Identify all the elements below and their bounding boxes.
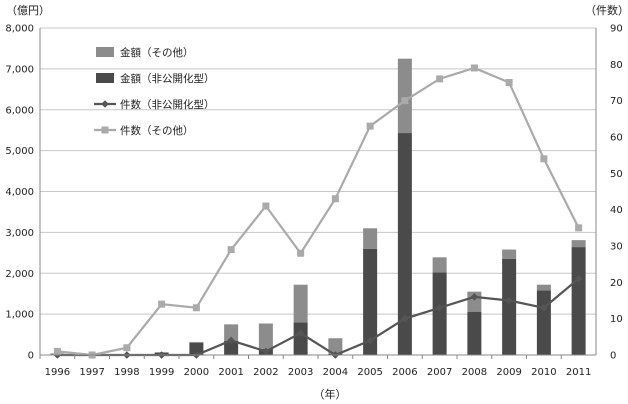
point xyxy=(123,344,131,352)
point xyxy=(574,274,583,283)
legend: 金額（その他） 金額（非公開化型） 件数（非公開化型） 件数（その他） xyxy=(94,46,215,137)
point xyxy=(401,314,409,323)
bar xyxy=(189,341,204,343)
x-tick-label: 2007 xyxy=(427,367,452,378)
left-tick-label: 5,000 xyxy=(5,146,34,157)
legend-swatch xyxy=(96,73,114,83)
right-tick-label: 10 xyxy=(610,314,623,325)
bar xyxy=(397,58,412,134)
x-tick-label: 2004 xyxy=(323,367,348,378)
x-tick-label: 2009 xyxy=(496,367,521,378)
bar xyxy=(224,324,239,341)
legend-label: 件数（その他） xyxy=(120,124,194,137)
legend-marker xyxy=(101,100,109,108)
x-tick-label: 1997 xyxy=(79,367,104,378)
x-tick-label: 2002 xyxy=(253,367,278,378)
bar xyxy=(189,342,204,355)
right-tick-label: 60 xyxy=(610,133,623,144)
axes: 0 1,000 2,000 3,000 4,000 5,000 6,000 7,000 8,00… xyxy=(5,24,622,379)
right-tick-label: 30 xyxy=(610,242,623,253)
right-tick-label: 90 xyxy=(610,24,623,35)
right-tick-label: 70 xyxy=(610,96,623,107)
point xyxy=(470,293,479,301)
series-line xyxy=(57,277,580,357)
series-line xyxy=(57,66,580,357)
right-tick-label: 80 xyxy=(610,60,623,71)
x-tick-label: 2006 xyxy=(392,367,417,378)
bar xyxy=(224,340,239,355)
point xyxy=(227,336,235,345)
x-tick-label: 2005 xyxy=(357,367,382,378)
point xyxy=(505,79,513,86)
bar xyxy=(432,272,447,355)
bar xyxy=(363,228,378,249)
point xyxy=(540,303,548,312)
x-tick-label: 2000 xyxy=(184,367,209,378)
point xyxy=(401,97,409,105)
bar xyxy=(258,323,273,349)
x-tick-label: 2008 xyxy=(462,367,487,378)
legend-label: 金額（非公開化型） xyxy=(120,72,215,85)
bar xyxy=(397,133,412,355)
left-axis-unit: （億円） xyxy=(6,4,50,17)
point xyxy=(158,300,166,308)
point xyxy=(505,296,513,305)
legend-marker xyxy=(101,126,109,134)
left-tick-label: 6,000 xyxy=(5,105,34,116)
point xyxy=(575,224,583,232)
x-axis-label: （年） xyxy=(314,387,347,401)
right-axis-unit: （件数） xyxy=(585,4,628,17)
x-tick-label: 2001 xyxy=(218,367,243,378)
point xyxy=(470,64,478,72)
left-tick-label: 1,000 xyxy=(5,310,34,321)
x-tick-label: 1999 xyxy=(149,367,174,378)
point xyxy=(436,75,444,83)
bar xyxy=(432,257,447,273)
point xyxy=(366,336,374,345)
point xyxy=(227,246,235,254)
left-tick-label: 4,000 xyxy=(5,187,34,198)
right-tick-label: 20 xyxy=(610,278,623,289)
point xyxy=(540,155,548,163)
point xyxy=(331,195,339,203)
point xyxy=(262,202,270,210)
bar xyxy=(502,249,517,259)
right-tick-label: 40 xyxy=(610,205,623,216)
x-tick-label: 2010 xyxy=(531,367,556,378)
x-tick-label: 1998 xyxy=(114,367,139,378)
left-tick-label: 2,000 xyxy=(5,269,34,280)
bar xyxy=(293,322,308,355)
x-tick-label: 2011 xyxy=(566,367,591,378)
left-tick-label: 3,000 xyxy=(5,228,34,239)
left-tick-label: 7,000 xyxy=(5,64,34,75)
bar xyxy=(502,258,517,355)
x-tick-label: 2003 xyxy=(288,367,313,378)
bar xyxy=(328,338,343,354)
x-tick-label: 1996 xyxy=(45,367,70,378)
bar xyxy=(467,311,482,355)
legend-swatch xyxy=(96,47,114,57)
point xyxy=(262,347,270,356)
left-tick-label: 0 xyxy=(28,351,34,362)
bar xyxy=(536,290,551,355)
point xyxy=(366,122,374,130)
right-tick-label: 50 xyxy=(610,169,623,180)
left-tick-label: 8,000 xyxy=(5,24,34,35)
point xyxy=(53,347,61,355)
point xyxy=(192,304,200,312)
point xyxy=(435,303,444,312)
point xyxy=(296,329,305,337)
bar xyxy=(293,284,308,323)
gridlines xyxy=(40,27,596,315)
point xyxy=(297,249,305,257)
bar xyxy=(363,248,378,355)
legend-label: 金額（その他） xyxy=(120,46,194,59)
bar xyxy=(536,284,551,291)
bar xyxy=(571,240,586,248)
bar xyxy=(571,247,586,355)
right-tick-label: 0 xyxy=(610,351,616,362)
legend-label: 件数（非公開化型） xyxy=(120,98,215,111)
